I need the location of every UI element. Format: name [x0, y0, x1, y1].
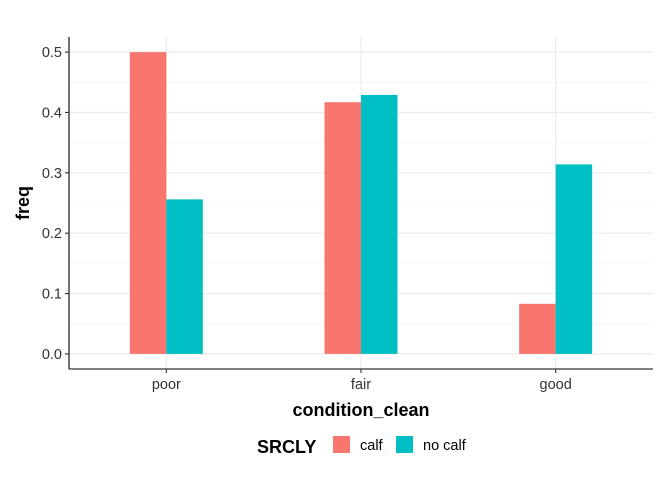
legend: SRCLY calf no calf [257, 436, 467, 457]
y-tick-label: 0.4 [42, 105, 62, 121]
y-tick-label: 0.3 [42, 166, 62, 182]
legend-label: calf [360, 438, 384, 454]
x-tick-label: fair [351, 377, 371, 393]
legend-label: no calf [423, 438, 467, 454]
bar-calf-poor [129, 52, 167, 354]
bar-calf-good [519, 303, 556, 354]
legend-title: SRCLY [257, 437, 316, 457]
y-tick-label: 0.2 [42, 226, 62, 242]
bar-no-calf-poor [166, 199, 203, 354]
y-tick-label: 0.0 [42, 347, 62, 363]
bar-no-calf-fair [361, 94, 398, 354]
legend-key-calf [333, 436, 350, 453]
x-axis-title: condition_clean [292, 400, 429, 420]
bars [129, 52, 593, 354]
y-tick-label: 0.1 [42, 287, 62, 303]
y-axis-title: freq [13, 186, 33, 220]
legend-key-no-calf [396, 436, 413, 453]
ticks: 0.0 0.1 0.2 0.3 0.4 0.5 poor fair good [42, 45, 572, 393]
bar-no-calf-good [555, 164, 593, 354]
x-tick-label: good [540, 377, 572, 393]
y-tick-label: 0.5 [42, 45, 62, 61]
x-tick-label: poor [152, 377, 181, 393]
bar-calf-fair [324, 102, 361, 354]
